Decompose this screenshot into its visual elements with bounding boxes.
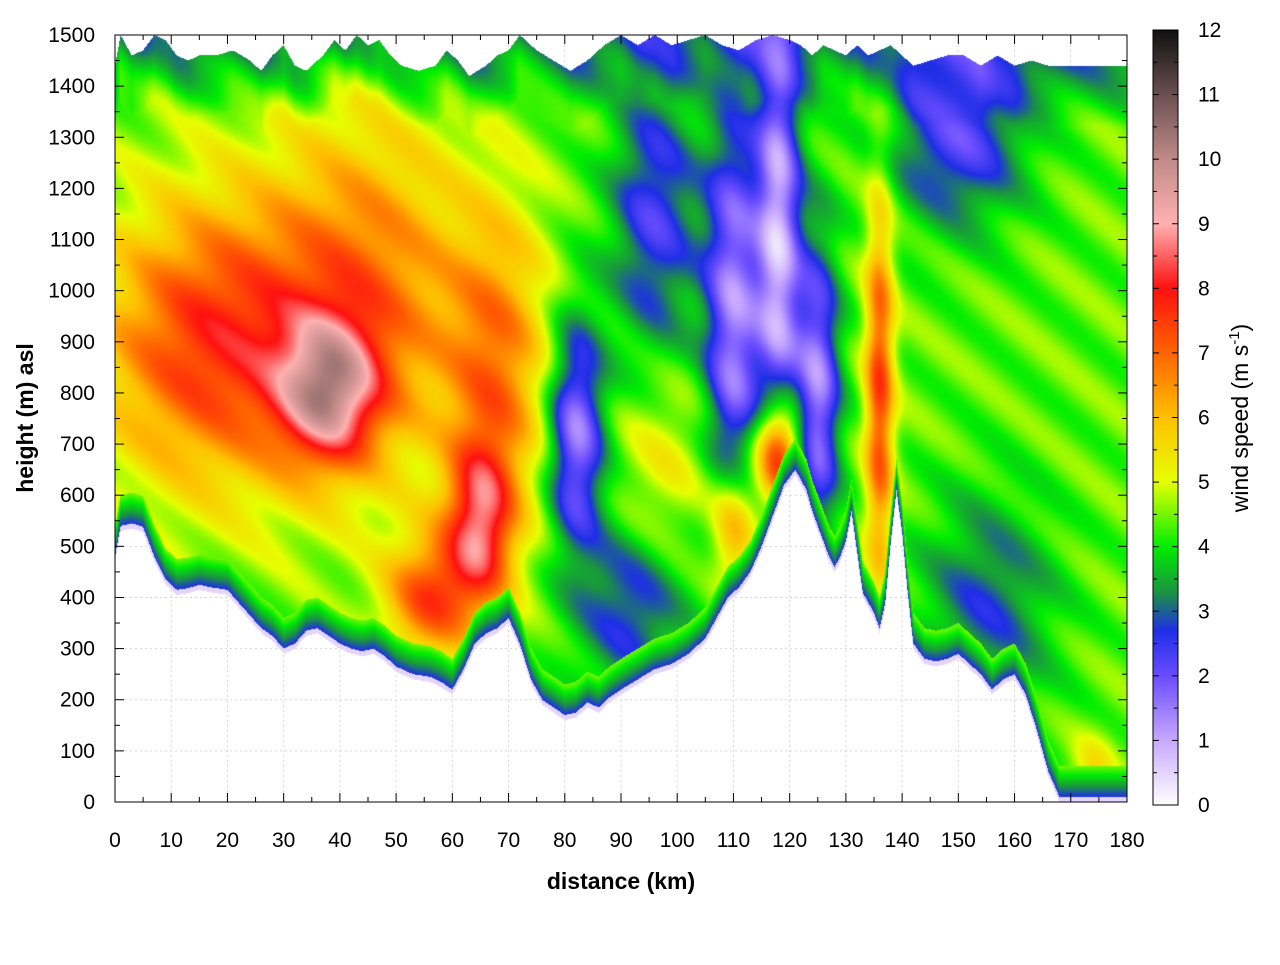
colorbar-tick-label: 0 — [1198, 794, 1210, 817]
colorbar-tick-label: 8 — [1198, 277, 1210, 300]
y-tick-label: 500 — [60, 535, 95, 558]
x-tick-label: 160 — [997, 829, 1032, 852]
x-axis: 0 10 20 30 40 50 60 70 80 90 100 110 120 130 140 150 160… — [109, 35, 1145, 852]
y-tick-label: 700 — [60, 433, 95, 456]
y-tick-label: 100 — [60, 740, 95, 763]
colorbar-tick-label: 2 — [1198, 665, 1210, 688]
x-tick-label: 40 — [328, 829, 351, 852]
colorbar-tick-label: 9 — [1198, 213, 1210, 236]
y-tick-label: 300 — [60, 638, 95, 661]
x-tick-label: 50 — [384, 829, 407, 852]
x-tick-label: 20 — [216, 829, 239, 852]
y-tick-label: 1500 — [48, 24, 95, 47]
x-tick-label: 70 — [497, 829, 520, 852]
colorbar-tick-label: 10 — [1198, 148, 1221, 171]
x-tick-label: 60 — [441, 829, 464, 852]
colorbar-tick-label: 1 — [1198, 729, 1210, 752]
y-tick-label: 0 — [83, 791, 95, 814]
y-tick-label: 1300 — [48, 126, 95, 149]
y-tick-label: 1200 — [48, 177, 95, 200]
x-tick-label: 150 — [941, 829, 976, 852]
y-axis: 0 100 200 300 400 500 600 700 800 900 1000 1100 1200… — [48, 24, 1127, 814]
colorbar-tick-label: 12 — [1198, 19, 1221, 42]
colorbar-title-sup: -1 — [1226, 331, 1243, 344]
y-tick-label: 900 — [60, 331, 95, 354]
y-tick-label: 1100 — [50, 229, 95, 252]
x-axis-title: distance (km) — [547, 868, 695, 894]
x-tick-label: 80 — [553, 829, 576, 852]
colorbar-title-main: wind speed (m s — [1227, 345, 1253, 513]
y-axis-title: height (m) asl — [12, 343, 38, 493]
colorbar-tick-label: 7 — [1198, 342, 1210, 365]
x-tick-label: 10 — [160, 829, 183, 852]
colorbar-title-end: ) — [1227, 324, 1253, 332]
colorbar-title: wind speed (m s-1) — [1226, 324, 1253, 513]
x-tick-label: 0 — [109, 829, 121, 852]
x-tick-label: 30 — [272, 829, 295, 852]
x-tick-label: 90 — [609, 829, 632, 852]
colorbar-tick-label: 3 — [1198, 600, 1210, 623]
x-tick-label: 130 — [828, 829, 863, 852]
x-tick-label: 100 — [660, 829, 695, 852]
y-tick-label: 1000 — [48, 280, 95, 303]
wind-field-image — [115, 35, 1127, 802]
colorbar-tick-label: 5 — [1198, 471, 1210, 494]
y-tick-label: 1400 — [48, 75, 95, 98]
y-tick-label: 600 — [60, 484, 95, 507]
x-tick-label: 140 — [885, 829, 920, 852]
x-tick-label: 110 — [717, 829, 750, 852]
x-tick-label: 120 — [772, 829, 807, 852]
colorbar-tick-label: 11 — [1198, 84, 1220, 107]
x-tick-label: 170 — [1053, 829, 1088, 852]
y-tick-label: 400 — [60, 586, 95, 609]
colorbar-tick-label: 4 — [1198, 536, 1210, 559]
y-tick-label: 200 — [60, 689, 95, 712]
colorbar-tick-label: 6 — [1198, 407, 1210, 430]
x-tick-label: 180 — [1109, 829, 1144, 852]
wind-field — [115, 35, 1127, 802]
y-tick-label: 800 — [60, 382, 95, 405]
